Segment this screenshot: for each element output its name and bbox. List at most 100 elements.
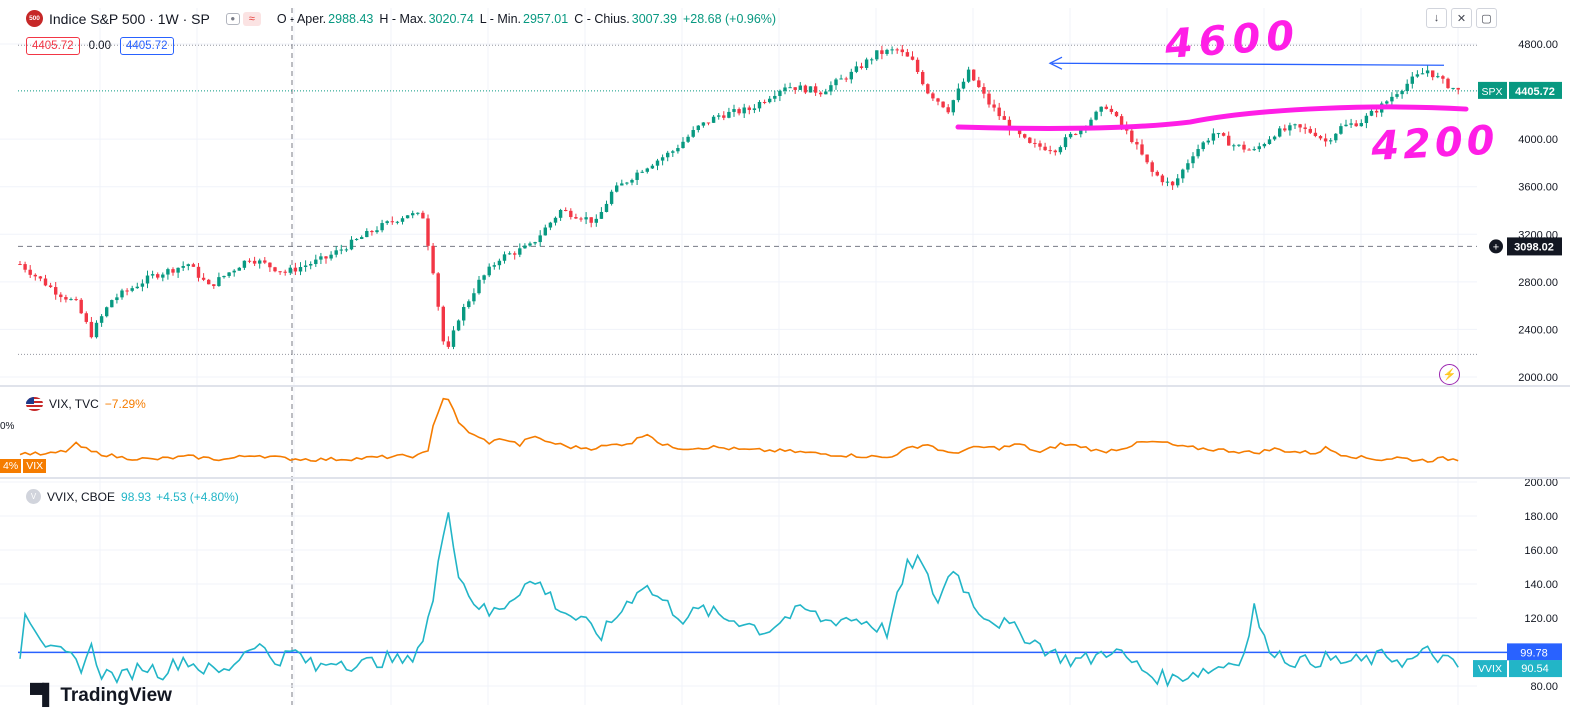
candle-body xyxy=(997,107,1001,117)
candle-body xyxy=(660,157,665,161)
candle-body xyxy=(1033,142,1037,144)
candle-body xyxy=(1114,111,1119,117)
candle-body xyxy=(854,66,859,72)
candle-body xyxy=(808,86,813,93)
candle-body xyxy=(74,299,78,301)
candle-body xyxy=(497,260,502,266)
candle-body xyxy=(553,217,558,223)
y-tick-label-main: 2000.00 xyxy=(1518,372,1558,384)
candle-body xyxy=(507,253,512,255)
candle-body xyxy=(99,316,104,323)
candle-body xyxy=(467,301,471,308)
ohlc-close-value: 3007.39 xyxy=(631,11,677,26)
candle-body xyxy=(207,279,211,285)
candle-body xyxy=(972,69,976,81)
crosshair-plus-glyph: + xyxy=(1493,241,1499,253)
candle-body xyxy=(1374,110,1379,113)
candle-body xyxy=(59,294,63,298)
candle-body xyxy=(329,254,333,259)
candle-body xyxy=(309,264,313,266)
vix-name[interactable]: VIX, TVC xyxy=(49,397,99,411)
fullscreen-icon[interactable]: ▢ xyxy=(1476,8,1497,28)
candle-body xyxy=(584,217,588,220)
ohlc-high-value: 3020.74 xyxy=(428,11,474,26)
candle-body xyxy=(875,50,879,60)
move-down-icon[interactable]: ↓ xyxy=(1426,8,1447,28)
sell-price-box[interactable]: 4405.72 xyxy=(26,37,80,55)
candle-body xyxy=(885,49,889,54)
compare-icon[interactable]: ≈ xyxy=(242,11,261,26)
candle-body xyxy=(1344,124,1348,127)
vvix-legend: V VVIX, CBOE 98.93 +4.53 (+4.80%) xyxy=(26,489,239,504)
candle-body xyxy=(1405,83,1409,92)
candle-body xyxy=(84,313,88,322)
candle-body xyxy=(778,90,782,96)
candle-body xyxy=(747,107,751,111)
candle-body xyxy=(1318,136,1323,139)
candle-body xyxy=(426,218,430,246)
candle-body xyxy=(222,275,226,278)
candle-body xyxy=(1170,181,1175,186)
candle-body xyxy=(110,300,114,308)
candle-body xyxy=(915,59,920,72)
vvix-hline-tag-value: 99.78 xyxy=(1520,647,1548,659)
vvix-value: 98.93 xyxy=(121,489,152,504)
candle-body xyxy=(1155,171,1159,176)
vvix-hline-tag-bg xyxy=(1507,643,1562,661)
resistance-arrow-line xyxy=(1051,62,1445,66)
candle-body xyxy=(900,49,904,53)
candle-body xyxy=(630,179,634,183)
collapse-icon[interactable]: ✕ xyxy=(1451,8,1472,28)
candle-body xyxy=(1456,87,1460,90)
ohlc-low-value: 2957.01 xyxy=(523,11,569,26)
candle-body xyxy=(436,273,440,307)
candle-body xyxy=(1094,111,1098,120)
candle-body xyxy=(191,264,196,267)
candle-body xyxy=(966,69,971,82)
eye-icon[interactable]: ● xyxy=(225,12,240,25)
candle-body xyxy=(360,237,364,239)
pane-separator-bottom[interactable] xyxy=(0,477,1570,479)
candle-body xyxy=(1181,169,1185,179)
candle-body xyxy=(513,253,517,255)
candle-body xyxy=(742,107,746,114)
candle-body xyxy=(1109,108,1114,112)
crosshair-plus-icon xyxy=(1489,239,1503,254)
candle-body xyxy=(201,277,206,280)
pane-separator-top[interactable] xyxy=(0,385,1570,387)
symbol-title[interactable]: Indice S&P 500 · 1W · SP xyxy=(49,10,210,27)
candle-body xyxy=(1028,137,1032,143)
candle-body xyxy=(161,274,165,278)
candle-body xyxy=(768,98,772,103)
buy-price-box[interactable]: 4405.72 xyxy=(119,37,174,55)
vix-series-line xyxy=(19,397,1459,463)
candle-body xyxy=(518,248,522,255)
candle-body xyxy=(834,79,838,86)
candle-body xyxy=(859,66,864,68)
candle-body xyxy=(1303,127,1307,129)
candle-body xyxy=(1038,143,1042,147)
candle-body xyxy=(263,260,267,263)
vix-scale-tag: 4% VIX xyxy=(0,459,47,473)
candle-body xyxy=(757,101,762,109)
candle-body xyxy=(732,109,736,112)
vix-legend: VIX, TVC −7.29% xyxy=(26,397,146,411)
candle-body xyxy=(441,306,445,342)
candle-body xyxy=(798,85,802,90)
candle-body xyxy=(1053,150,1057,153)
tradingview-logo[interactable]: ▀▌ TradingView xyxy=(30,684,172,707)
vvix-name[interactable]: VVIX, CBOE xyxy=(47,489,116,504)
candle-body xyxy=(1099,106,1103,112)
candle-body xyxy=(1436,76,1440,78)
candle-body xyxy=(115,297,119,301)
candle-body xyxy=(232,270,236,273)
candle-body xyxy=(752,108,757,111)
lightning-icon[interactable]: ⚡ xyxy=(1439,364,1460,385)
candle-body xyxy=(1063,137,1068,148)
candle-body xyxy=(1349,123,1353,125)
candle-body xyxy=(706,122,711,124)
y-tick-label-main: 4800.00 xyxy=(1518,39,1558,51)
candle-body xyxy=(864,59,869,68)
candle-body xyxy=(421,212,425,219)
